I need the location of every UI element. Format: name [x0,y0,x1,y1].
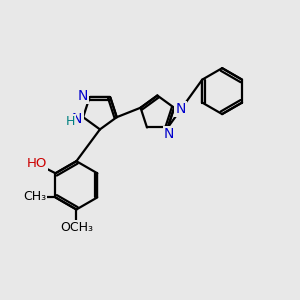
Text: N: N [164,127,174,141]
Text: HO: HO [27,157,47,170]
Text: OCH₃: OCH₃ [60,221,93,234]
Text: N: N [176,102,186,116]
Text: H: H [65,115,75,128]
Text: N: N [72,112,83,126]
Text: N: N [78,89,88,103]
Text: CH₃: CH₃ [23,190,46,203]
